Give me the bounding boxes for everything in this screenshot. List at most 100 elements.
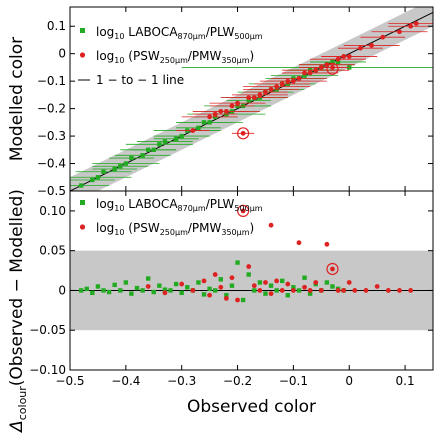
- bottom-point-laboca: [162, 287, 168, 292]
- legend-subscript: 500μm: [234, 32, 262, 41]
- top-point-laboca: [129, 155, 134, 161]
- legend-text-part: log: [96, 49, 114, 63]
- top-point-psw: [369, 43, 374, 48]
- legend-subscript: 10: [114, 204, 124, 213]
- bottom-point-psw: [324, 241, 330, 247]
- top-point-laboca: [246, 98, 251, 103]
- bottom-point-laboca: [185, 285, 190, 290]
- x-axis-label: Observed color: [187, 397, 316, 417]
- bottom-point-psw: [257, 288, 263, 293]
- top-data-marks: [70, 21, 433, 188]
- top-point-laboca: [112, 166, 117, 172]
- bottom-xtick-label: 0: [345, 374, 353, 388]
- bottom-point-laboca: [285, 293, 290, 298]
- bottom-point-laboca: [151, 289, 156, 295]
- legend-text-part: (PSW: [124, 49, 159, 63]
- top-ytick-label: 0: [58, 47, 66, 61]
- legend-text-part: /PMW: [188, 221, 222, 235]
- bottom-point-laboca: [140, 288, 145, 293]
- top-point-laboca: [151, 147, 156, 153]
- bottom-ytick-label: −0.05: [29, 323, 66, 337]
- legend-text-part: log: [96, 197, 114, 211]
- top-y-ticks: 0.1 0 −0.1 −0.2 −0.3 −0.4 −0.5: [37, 7, 433, 198]
- top-ytick-label: 0.1: [47, 19, 66, 33]
- legend-text-part: LABOCA: [124, 197, 178, 211]
- top-point-laboca: [101, 169, 106, 174]
- bottom-point-laboca: [112, 282, 117, 288]
- legend-subscript: 870μm: [178, 32, 206, 41]
- legend-text-part: ): [250, 49, 255, 63]
- top-point-psw: [358, 45, 363, 51]
- legend-label: log10 LABOCA870μm/PLW500μm: [96, 25, 263, 41]
- bottom-point-laboca: [235, 260, 240, 265]
- bottom-point-laboca: [324, 280, 330, 285]
- top-point-psw: [240, 130, 246, 136]
- bottom-point-psw: [330, 266, 335, 272]
- bottom-xtick-label: −0.1: [279, 374, 308, 388]
- bottom-xtick-label: 0.1: [396, 374, 415, 388]
- bottom-point-psw: [346, 280, 352, 285]
- legend-subscript: 10: [114, 56, 124, 65]
- legend-subscript: 500μm: [234, 204, 262, 213]
- top-point-psw: [223, 108, 229, 114]
- top-point-laboca: [95, 175, 101, 180]
- bottom-point-psw: [296, 240, 302, 246]
- bottom-point-psw: [408, 288, 414, 293]
- bottom-point-psw: [302, 284, 307, 290]
- legend-subscript: 10: [114, 32, 124, 41]
- bottom-point-laboca: [291, 285, 296, 290]
- bottom-point-laboca: [224, 293, 229, 298]
- bottom-point-laboca: [78, 288, 84, 293]
- top-ytick-label: −0.4: [37, 157, 66, 171]
- bottom-point-laboca: [201, 292, 207, 297]
- top-point-laboca: [78, 183, 84, 188]
- bottom-point-psw: [251, 283, 257, 289]
- bottom-point-psw: [279, 288, 285, 293]
- bottom-x-ticks: −0.5 −0.4 −0.3 −0.2 −0.1 0 0.1: [55, 191, 415, 388]
- bottom-point-psw: [229, 275, 235, 281]
- top-point-psw: [408, 23, 414, 29]
- top-point-psw: [274, 84, 280, 90]
- legend-subscript: 870μm: [178, 204, 206, 213]
- legend-subscript: 250μm: [160, 56, 188, 65]
- bottom-point-psw: [341, 288, 347, 293]
- bottom-point-laboca: [280, 278, 285, 284]
- bottom-point-psw: [223, 296, 229, 301]
- legend-label-line: 1 − to − 1 line: [96, 73, 184, 87]
- top-point-psw: [190, 128, 196, 133]
- bottom-point-laboca: [274, 288, 279, 293]
- bottom-outlier-point: [268, 222, 274, 228]
- legend-subscript: 350μm: [221, 56, 249, 65]
- bottom-point-psw: [246, 264, 252, 269]
- bottom-point-psw: [145, 284, 151, 289]
- top-ytick-label: −0.5: [37, 184, 66, 198]
- top-point-psw: [307, 70, 313, 76]
- top-point-laboca: [157, 142, 162, 147]
- bottom-point-laboca: [252, 288, 257, 293]
- bottom-axes-frame: [69, 190, 434, 371]
- bottom-point-laboca: [129, 291, 134, 296]
- top-point-psw: [413, 21, 419, 26]
- bottom-ytick-label: 0: [58, 283, 66, 297]
- bottom-point-laboca: [307, 291, 313, 296]
- bottom-point-laboca: [123, 280, 129, 285]
- bottom-y-ticks: 0.10 0.05 0 −0.05 −0.10: [29, 204, 433, 377]
- bottom-point-psw: [313, 280, 319, 285]
- legend-subscript: 250μm: [160, 228, 188, 237]
- top-point-psw: [235, 100, 240, 106]
- bottom-point-laboca: [101, 288, 106, 293]
- legend-marker-square: [80, 200, 85, 205]
- bottom-point-laboca: [302, 275, 307, 280]
- bottom-point-laboca: [157, 283, 162, 288]
- top-circled-point: [326, 62, 339, 75]
- bottom-ylabel-sub: colour: [16, 386, 29, 421]
- legend-label: log10 LABOCA870μm/PLW500μm: [96, 197, 263, 213]
- bottom-point-laboca: [213, 288, 218, 293]
- bottom-point-laboca: [257, 280, 263, 285]
- top-ytick-label: −0.3: [37, 129, 66, 143]
- bottom-point-psw: [374, 284, 380, 289]
- top-point-psw: [346, 54, 352, 59]
- top-legend: log10 LABOCA870μm/PLW500μm log10 (PSW250μ…: [78, 25, 263, 87]
- bottom-xtick-label: −0.2: [223, 374, 252, 388]
